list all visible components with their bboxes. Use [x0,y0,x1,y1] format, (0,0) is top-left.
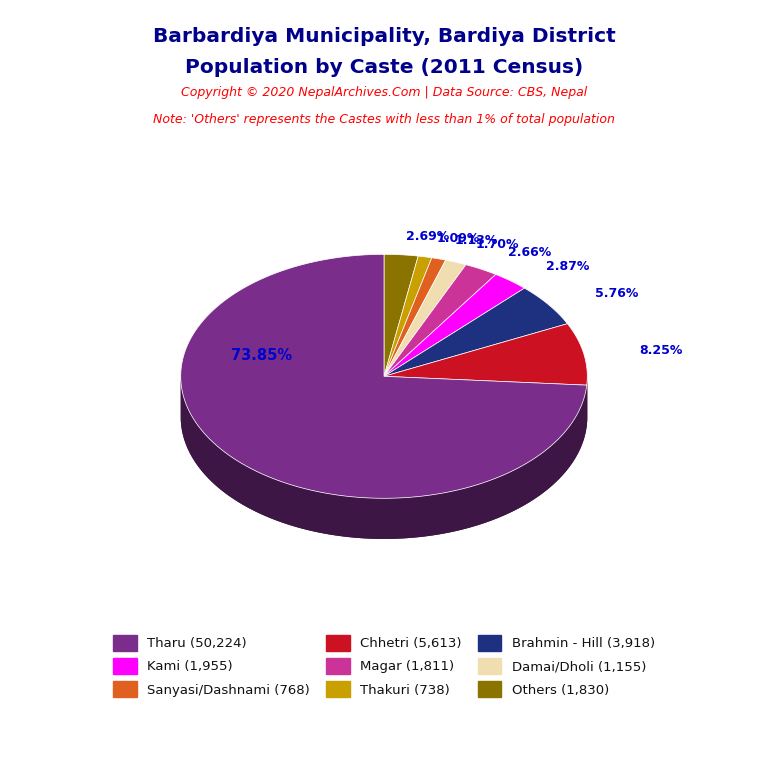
Polygon shape [384,256,432,376]
Text: 1.09%: 1.09% [436,232,480,245]
Polygon shape [384,376,587,425]
Text: 5.76%: 5.76% [594,287,638,300]
Text: 2.87%: 2.87% [546,260,590,273]
Text: Note: 'Others' represents the Castes with less than 1% of total population: Note: 'Others' represents the Castes wit… [153,113,615,126]
Polygon shape [384,274,525,376]
Text: 8.25%: 8.25% [640,344,683,356]
Text: 2.69%: 2.69% [406,230,449,243]
Legend: Tharu (50,224), Kami (1,955), Sanyasi/Dashnami (768), Chhetri (5,613), Magar (1,: Tharu (50,224), Kami (1,955), Sanyasi/Da… [108,629,660,703]
Text: Population by Caste (2011 Census): Population by Caste (2011 Census) [185,58,583,77]
Polygon shape [180,376,588,539]
Text: 1.70%: 1.70% [476,238,519,251]
Polygon shape [384,258,445,376]
Text: 73.85%: 73.85% [231,349,293,363]
Polygon shape [384,260,466,376]
Polygon shape [180,254,587,498]
Text: Barbardiya Municipality, Bardiya District: Barbardiya Municipality, Bardiya Distric… [153,27,615,46]
Text: 2.66%: 2.66% [508,247,551,260]
Polygon shape [384,265,496,376]
Polygon shape [180,379,587,539]
Text: 1.13%: 1.13% [454,234,498,247]
Polygon shape [384,288,568,376]
Polygon shape [384,323,588,386]
Polygon shape [384,376,587,425]
Polygon shape [384,254,419,376]
Text: Copyright © 2020 NepalArchives.Com | Data Source: CBS, Nepal: Copyright © 2020 NepalArchives.Com | Dat… [181,86,587,99]
